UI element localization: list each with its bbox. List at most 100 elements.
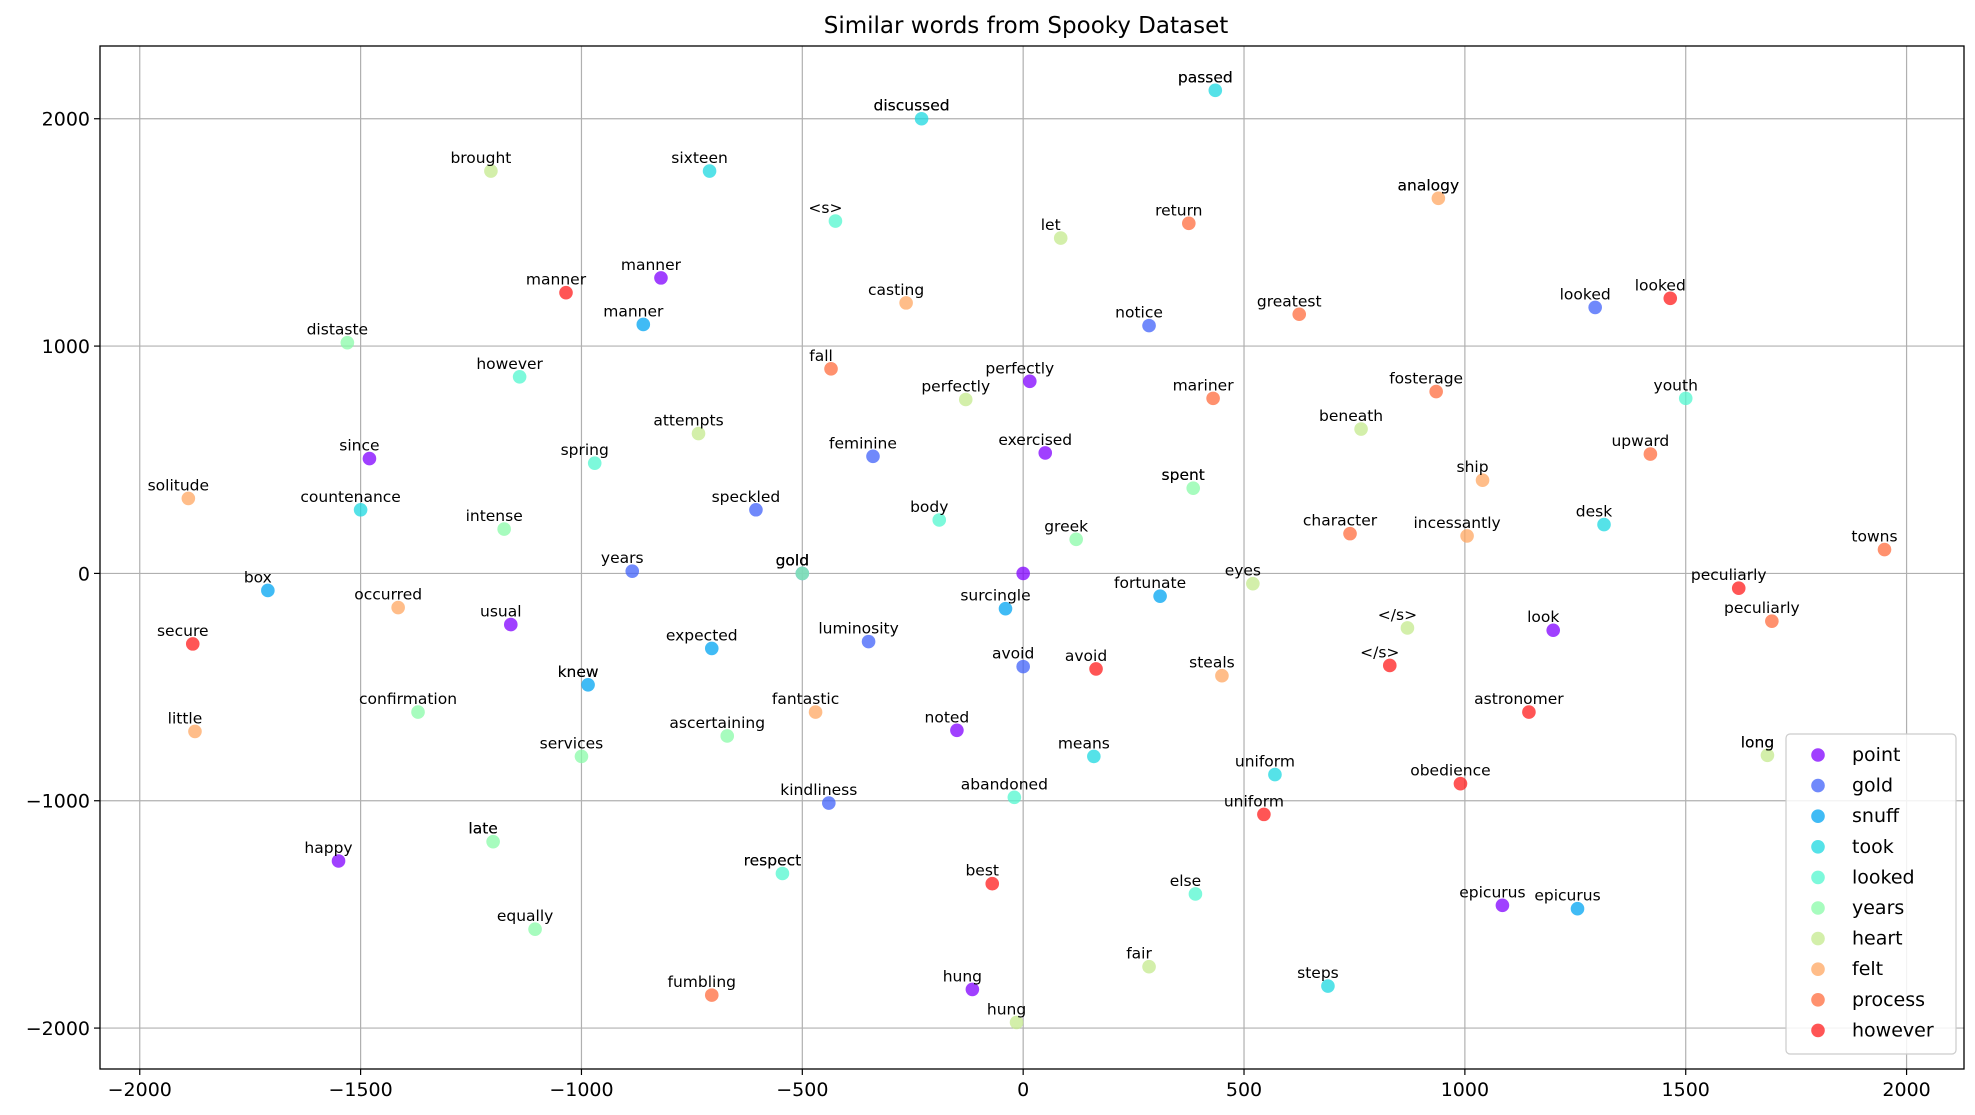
point-label: analogy — [1398, 176, 1460, 194]
point-label: years — [601, 549, 644, 567]
point-years — [1069, 532, 1083, 547]
point-heart — [1400, 621, 1415, 635]
point-heart — [1354, 422, 1368, 436]
legend-marker-took — [1811, 840, 1825, 854]
point-label: look — [1527, 608, 1559, 626]
point-point — [965, 982, 980, 997]
point-label: kindliness — [780, 781, 857, 799]
point-point — [654, 271, 668, 285]
point-label: distaste — [307, 321, 369, 339]
point-label: epicurus — [1534, 887, 1600, 905]
query-word-label: discussed — [874, 97, 950, 115]
point-however — [1522, 705, 1536, 719]
point-snuff — [261, 583, 275, 598]
point-looked — [587, 456, 602, 470]
point-label: hung — [943, 967, 982, 985]
point-label: </s> — [1378, 606, 1417, 624]
point-heart — [1246, 576, 1260, 591]
point-label: secure — [157, 622, 209, 640]
point-label: desk — [1576, 503, 1612, 521]
legend-marker-point — [1811, 748, 1825, 762]
point-label: fortunate — [1114, 574, 1186, 592]
legend-marker-however — [1811, 1023, 1825, 1038]
query-word-label: spent — [1162, 466, 1205, 484]
legend-entry-heart: heart — [1852, 928, 1903, 950]
chart-title: Similar words from Spooky Dataset — [824, 13, 1229, 39]
point-gold — [749, 502, 763, 517]
point-label: uniform — [1224, 792, 1284, 810]
x-tick-label: −1000 — [549, 1079, 613, 1101]
point-label: <s> — [808, 199, 842, 217]
point-point — [1495, 898, 1510, 913]
point-felt — [808, 705, 823, 719]
point-label: usual — [480, 603, 522, 621]
x-tick-label: −500 — [776, 1079, 828, 1101]
point-snuff — [998, 601, 1013, 616]
point-label: </s> — [1360, 643, 1399, 661]
point-process — [1765, 614, 1779, 628]
point-took — [1268, 767, 1282, 782]
query-word-label: gold — [776, 551, 809, 569]
legend-marker-gold — [1811, 778, 1825, 793]
point-years — [795, 566, 810, 581]
point-label: epicurus — [1459, 883, 1525, 901]
point-heart — [1053, 231, 1068, 245]
point-heart — [1760, 748, 1775, 763]
point-looked — [1188, 887, 1203, 901]
point-label: exercised — [998, 431, 1072, 449]
point-label: body — [910, 498, 948, 516]
point-label: obedience — [1410, 762, 1490, 780]
point-years — [411, 705, 425, 719]
point-however — [1731, 581, 1746, 595]
point-label: noted — [925, 708, 970, 726]
legend-marker-looked — [1811, 870, 1825, 885]
point-label: notice — [1115, 304, 1163, 322]
point-took — [353, 502, 368, 517]
point-label: fair — [1126, 945, 1152, 963]
point-label: manner — [526, 271, 587, 289]
point-felt — [1215, 668, 1229, 683]
legend-entry-gold: gold — [1852, 775, 1893, 797]
point-label: however — [476, 355, 543, 373]
point-process — [1343, 526, 1357, 541]
point-label: mariner — [1173, 376, 1235, 394]
point-snuff — [1570, 901, 1585, 916]
point-snuff — [1153, 589, 1167, 603]
point-label: perfectly — [921, 378, 990, 396]
point-looked — [828, 214, 843, 228]
point-point — [1038, 446, 1053, 460]
legend-entry-however: however — [1852, 1019, 1934, 1041]
point-label: return — [1155, 201, 1202, 219]
point-looked — [932, 513, 947, 527]
plot-area-frame — [99, 45, 1965, 1070]
point-years — [720, 729, 735, 743]
point-label: abandoned — [961, 775, 1048, 793]
x-tick-label: 500 — [1226, 1079, 1262, 1101]
x-tick-label: 1500 — [1662, 1079, 1710, 1101]
point-snuff — [581, 678, 595, 692]
query-word-label: knew — [558, 663, 599, 681]
point-label: gold — [776, 551, 809, 569]
point-years — [1186, 481, 1201, 495]
point-label: steals — [1189, 654, 1235, 672]
point-gold — [1588, 300, 1602, 315]
point-label: greatest — [1257, 292, 1322, 310]
point-label: ascertaining — [669, 714, 765, 732]
point-label: steps — [1297, 964, 1339, 982]
query-word-label: analogy — [1398, 176, 1460, 194]
point-process — [704, 988, 719, 1002]
point-took — [1208, 83, 1223, 98]
point-label: character — [1303, 512, 1378, 530]
legend-marker-years — [1811, 901, 1825, 915]
point-felt — [181, 491, 196, 506]
point-heart — [1142, 959, 1156, 974]
legend-box — [1785, 733, 1957, 1055]
legend-entry-point: point — [1852, 744, 1900, 766]
point-label: brought — [450, 149, 511, 167]
point-snuff — [636, 317, 651, 332]
legend-marker-process — [1811, 993, 1825, 1007]
point-point — [1546, 623, 1561, 638]
point-point — [503, 617, 518, 632]
point-label: else — [1170, 872, 1201, 890]
